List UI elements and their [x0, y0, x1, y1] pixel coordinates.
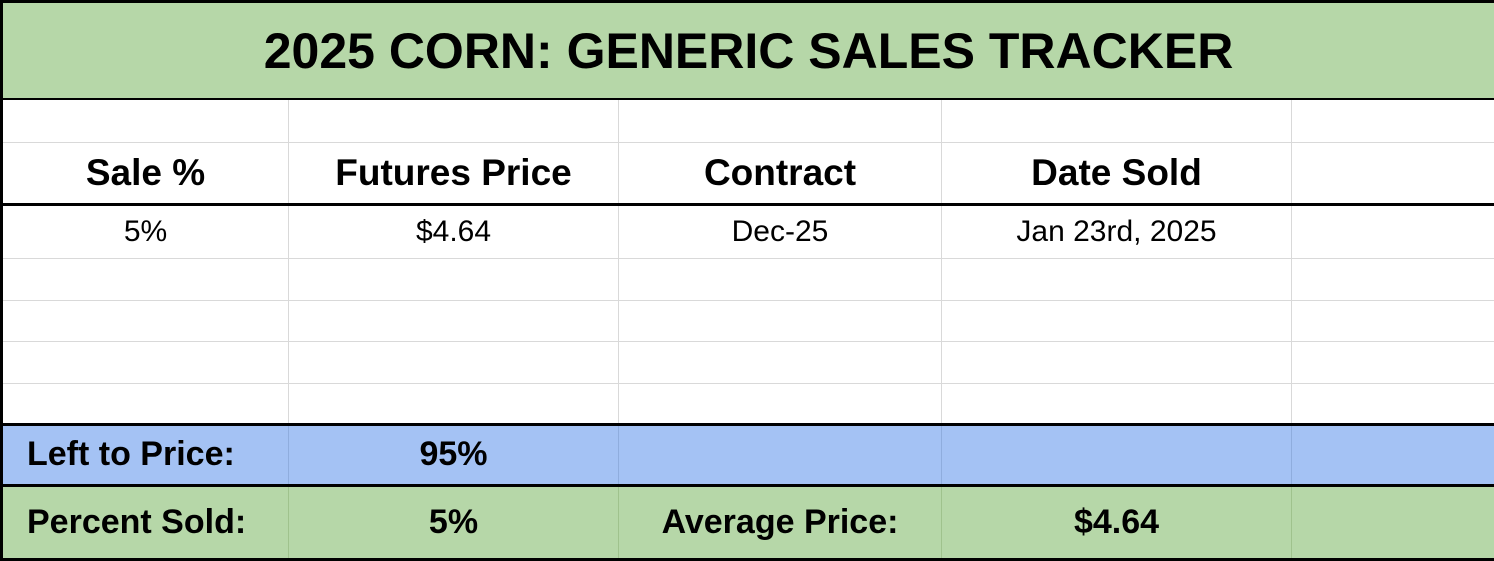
- cell-date-sold[interactable]: Jan 23rd, 2025: [941, 203, 1292, 260]
- empty-cell[interactable]: [1290, 422, 1494, 487]
- cell-futures-price[interactable]: $4.64: [288, 203, 619, 260]
- empty-cell[interactable]: [618, 422, 942, 487]
- col-header-empty[interactable]: [1290, 142, 1494, 206]
- cell-percent-sold-value[interactable]: 5%: [288, 484, 619, 561]
- sale-data-row: 5% $4.64 Dec-25 Jan 23rd, 2025: [1, 203, 1494, 260]
- empty-cell[interactable]: [1290, 98, 1494, 144]
- col-header-date-sold[interactable]: Date Sold: [941, 142, 1292, 206]
- percent-sold-row: Percent Sold: 5% Average Price: $4.64: [1, 484, 1494, 561]
- empty-cell[interactable]: [1290, 341, 1494, 384]
- left-to-price-row: Left to Price: 95%: [1, 422, 1494, 487]
- empty-cell[interactable]: [1290, 299, 1494, 343]
- empty-cell[interactable]: [1290, 382, 1494, 425]
- cell-contract[interactable]: Dec-25: [618, 203, 942, 260]
- empty-cell[interactable]: [941, 98, 1292, 144]
- col-header-futures-price[interactable]: Futures Price: [288, 142, 619, 206]
- empty-cell[interactable]: [618, 341, 942, 384]
- empty-cell[interactable]: [288, 382, 619, 425]
- empty-cell[interactable]: [288, 258, 619, 301]
- empty-cell[interactable]: [941, 258, 1292, 301]
- empty-cell[interactable]: [941, 299, 1292, 343]
- empty-cell[interactable]: [618, 382, 942, 425]
- col-header-sale-pct[interactable]: Sale %: [1, 142, 289, 206]
- empty-cell[interactable]: [1290, 203, 1494, 260]
- empty-cell[interactable]: [288, 98, 619, 144]
- title-row: 2025 CORN: GENERIC SALES TRACKER: [0, 1, 1494, 101]
- empty-sale-row: [1, 341, 1494, 384]
- empty-cell[interactable]: [941, 422, 1292, 487]
- empty-cell[interactable]: [1, 299, 289, 343]
- cell-average-price-value[interactable]: $4.64: [941, 484, 1292, 561]
- empty-cell[interactable]: [618, 299, 942, 343]
- empty-cell[interactable]: [1, 98, 289, 144]
- empty-cell[interactable]: [618, 258, 942, 301]
- empty-cell[interactable]: [1290, 258, 1494, 301]
- spacer-row: [1, 98, 1494, 144]
- empty-cell[interactable]: [941, 341, 1292, 384]
- col-header-contract[interactable]: Contract: [618, 142, 942, 206]
- empty-sale-row: [1, 299, 1494, 343]
- empty-cell[interactable]: [1, 341, 289, 384]
- column-header-row: Sale % Futures Price Contract Date Sold: [1, 142, 1494, 206]
- cell-average-price-label[interactable]: Average Price:: [618, 484, 942, 561]
- empty-cell[interactable]: [1290, 484, 1494, 561]
- cell-left-to-price-label[interactable]: Left to Price:: [1, 422, 289, 487]
- cell-sale-pct[interactable]: 5%: [1, 203, 289, 260]
- empty-cell[interactable]: [288, 341, 619, 384]
- empty-cell[interactable]: [288, 299, 619, 343]
- empty-sale-row: [1, 258, 1494, 301]
- cell-left-to-price-value[interactable]: 95%: [288, 422, 619, 487]
- page-title[interactable]: 2025 CORN: GENERIC SALES TRACKER: [0, 1, 1494, 101]
- empty-cell[interactable]: [941, 382, 1292, 425]
- empty-cell[interactable]: [1, 382, 289, 425]
- empty-sale-row: [1, 382, 1494, 425]
- cell-percent-sold-label[interactable]: Percent Sold:: [1, 484, 289, 561]
- empty-cell[interactable]: [1, 258, 289, 301]
- empty-cell[interactable]: [618, 98, 942, 144]
